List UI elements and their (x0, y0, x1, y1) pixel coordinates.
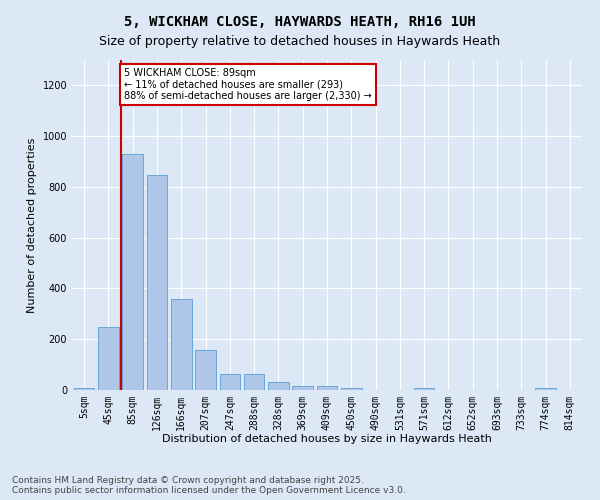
Bar (317, 386, 337, 390)
X-axis label: Distribution of detached houses by size in Haywards Heath: Distribution of detached houses by size … (162, 434, 492, 444)
Bar (292, 386, 313, 390)
Bar (146, 174, 167, 390)
Bar (244, 374, 265, 390)
Text: Contains HM Land Registry data © Crown copyright and database right 2025.
Contai: Contains HM Land Registry data © Crown c… (12, 476, 406, 495)
Bar (195, 350, 216, 390)
Bar (220, 374, 240, 390)
Bar (122, 154, 143, 390)
Bar (268, 382, 289, 390)
Bar (414, 388, 434, 390)
Y-axis label: Number of detached properties: Number of detached properties (27, 138, 37, 312)
Text: 5, WICKHAM CLOSE, HAYWARDS HEATH, RH16 1UH: 5, WICKHAM CLOSE, HAYWARDS HEATH, RH16 1… (124, 15, 476, 29)
Bar (74, 388, 94, 390)
Bar (98, 327, 119, 390)
Bar (341, 388, 362, 390)
Bar (171, 299, 191, 390)
Text: Size of property relative to detached houses in Haywards Heath: Size of property relative to detached ho… (100, 35, 500, 48)
Bar (535, 388, 556, 390)
Text: 5 WICKHAM CLOSE: 89sqm
← 11% of detached houses are smaller (293)
88% of semi-de: 5 WICKHAM CLOSE: 89sqm ← 11% of detached… (124, 68, 372, 101)
